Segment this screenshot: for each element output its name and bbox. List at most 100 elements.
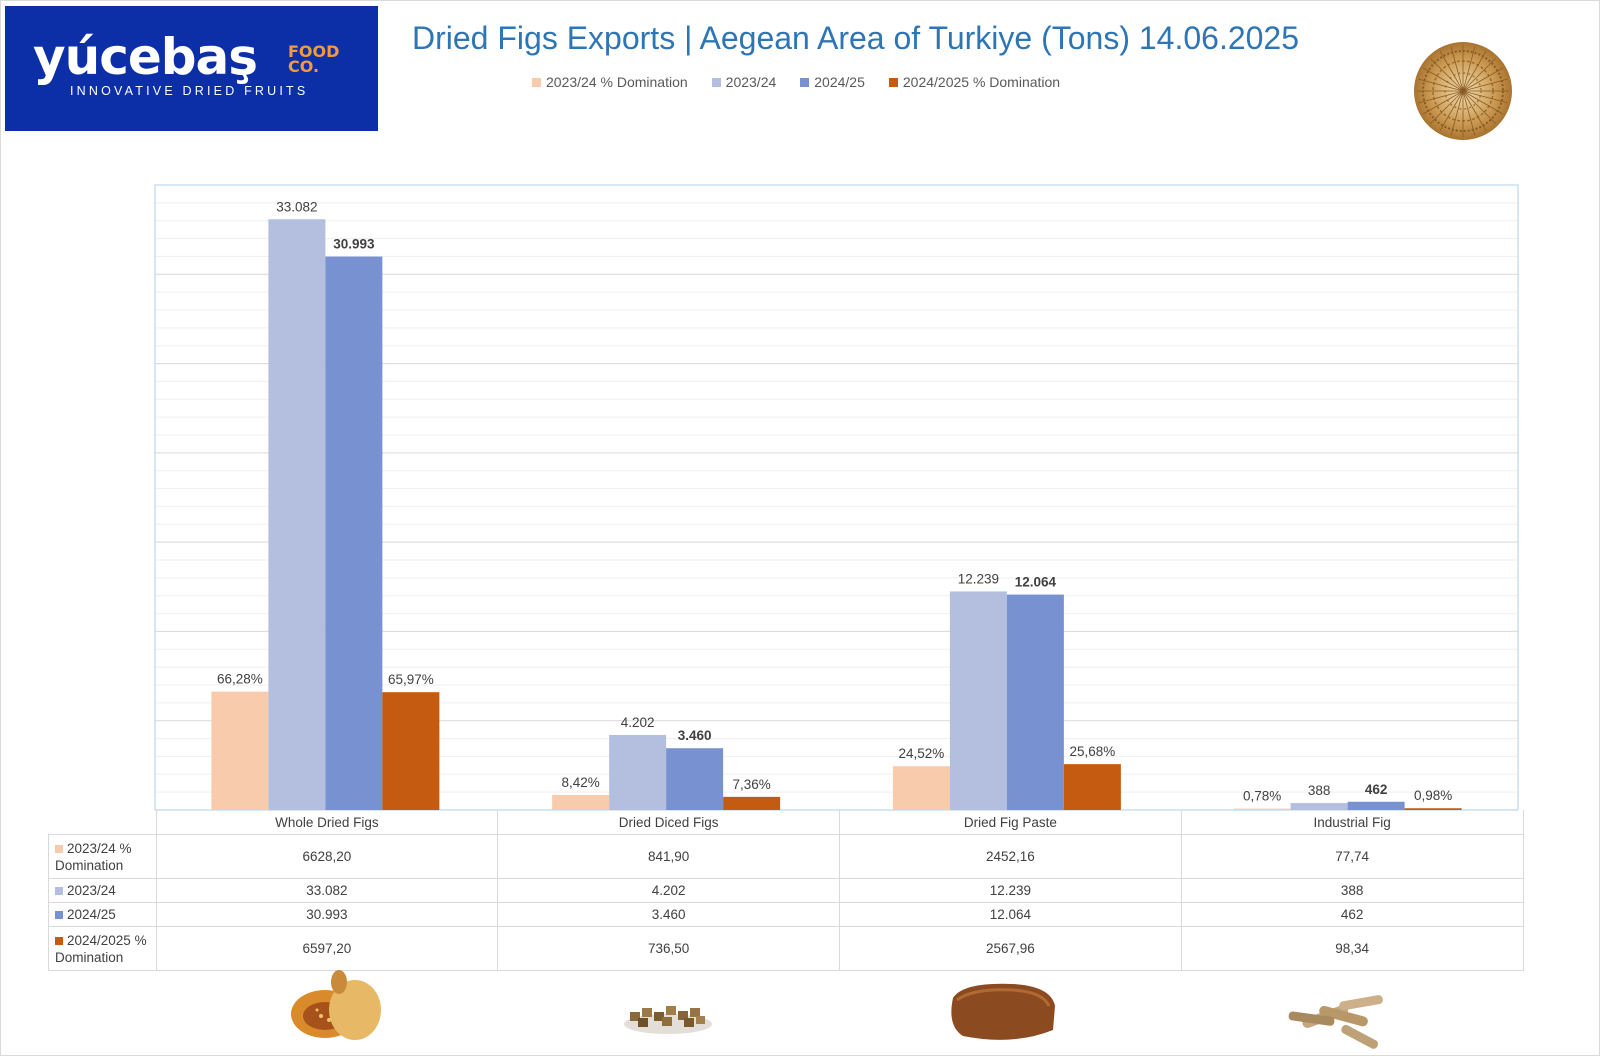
legend-swatch	[532, 77, 541, 87]
table-legend-swatch	[55, 887, 63, 895]
medal-ray	[1450, 46, 1464, 92]
bar	[609, 734, 667, 810]
table-row: 2023/24 33.082 4.202 12.239 388	[48, 878, 1524, 903]
table-cell: 4.202	[497, 878, 840, 903]
bar	[382, 692, 440, 810]
legend-swatch	[711, 77, 721, 87]
legend-swatch	[888, 77, 898, 87]
table-legend-swatch	[55, 936, 63, 945]
logo-tagline: INNOVATIVE DRIED FRUITS	[70, 84, 309, 98]
logo-food-text: FOOD	[288, 42, 340, 61]
category-label: Industrial Fig	[1180, 810, 1524, 835]
bar	[1290, 803, 1348, 810]
industrial-fig-icon	[1288, 995, 1383, 1049]
table-cell: 841,90	[497, 834, 840, 879]
table-cell: 12.064	[839, 902, 1182, 927]
legend-item: 2023/24 % Domination	[532, 74, 688, 90]
table-row: 2024/25 30.993 3.460 12.064 462	[48, 902, 1524, 927]
category-label: Whole Dried Figs	[155, 810, 499, 835]
bar-data-label: 24,52%	[898, 746, 944, 761]
category-label: Dried Fig Paste	[839, 810, 1182, 835]
table-legend-swatch	[55, 844, 63, 853]
table-legend-swatch	[55, 911, 63, 919]
bar	[1063, 764, 1121, 810]
bar	[1233, 808, 1291, 810]
bar	[211, 691, 269, 810]
bar	[1347, 801, 1405, 810]
chart-data-labels: 66,28% 33.082 30.993 65,97% 8,42% 4.202 3.460 7…	[217, 199, 1452, 803]
table-row-label: 2023/24 % Domination	[48, 834, 157, 879]
bar-data-label: 8,42%	[561, 775, 599, 790]
bar	[325, 256, 383, 810]
bar-data-label: 12.064	[1015, 575, 1057, 590]
table-row-label-text: 2024/25	[67, 907, 116, 922]
category-label: Dried Diced Figs	[497, 810, 840, 835]
medal-ray	[1462, 90, 1487, 132]
medal-ray	[1462, 67, 1504, 92]
bar-data-label: 7,36%	[732, 777, 770, 792]
medal-ray	[1462, 90, 1496, 124]
medal-ray	[1422, 67, 1464, 92]
medal-ray	[1439, 50, 1464, 92]
bar	[1006, 594, 1064, 810]
chart-title: Dried Figs Exports | Aegean Area of Turk…	[412, 20, 1300, 56]
bar	[723, 796, 781, 810]
table-cell: 98,34	[1180, 926, 1524, 971]
medal-ray	[1462, 90, 1508, 104]
table-cell: 77,74	[1180, 834, 1524, 879]
medal-ray	[1418, 90, 1464, 104]
logo-brand-text: yúcebaş	[33, 28, 258, 86]
medal-ray	[1462, 90, 1504, 115]
table-cell: 12.239	[839, 878, 1182, 903]
bar-data-label: 12.239	[958, 571, 999, 586]
table-cell: 2567,96	[839, 926, 1182, 971]
diced-fig-icon	[624, 1006, 712, 1034]
table-cell: 2452,16	[839, 834, 1182, 879]
medal-ray	[1462, 90, 1476, 136]
product-images	[291, 970, 1383, 1049]
table-cell: 388	[1180, 878, 1524, 903]
bar-data-label: 3.460	[678, 728, 712, 743]
table-cell: 6628,20	[155, 834, 499, 879]
bar-data-label: 4.202	[621, 715, 655, 730]
table-cell: 736,50	[497, 926, 840, 971]
medal-ray	[1418, 78, 1464, 92]
bar-data-label: 25,68%	[1069, 744, 1115, 759]
bar-chart: 66,28% 33.082 30.993 65,97% 8,42% 4.202 3.460 7…	[154, 184, 1519, 811]
medal-ray	[1462, 50, 1487, 92]
whole-dried-fig-icon	[291, 970, 381, 1040]
legend-item: 2024/25	[800, 74, 865, 90]
chart-bars	[211, 219, 1462, 810]
medal-ray	[1462, 78, 1508, 92]
table-cell: 30.993	[155, 902, 499, 927]
bar-data-label: 33.082	[276, 199, 317, 214]
legend-item: 2024/2025 % Domination	[888, 74, 1061, 90]
legend-label: 2024/2025 % Domination	[902, 74, 1061, 90]
table-row: 2024/2025 % Domination 6597,20 736,50 2567,…	[48, 926, 1524, 971]
chart-legend: 2023/24 % Domination 2023/24 2024/25 2024/2…	[532, 74, 1060, 90]
table-row-label: 2024/25	[48, 902, 157, 927]
medal-ray	[1439, 90, 1464, 132]
table-row-label: 2024/2025 % Domination	[48, 926, 157, 971]
logo-food-co: FOOD CO.	[288, 42, 340, 75]
bar-data-label: 0,78%	[1243, 789, 1281, 804]
legend-item: 2023/24	[711, 74, 776, 90]
medal-ray	[1462, 58, 1496, 92]
chart-data-table: Whole Dried Figs Dried Diced Figs Dried Fi…	[48, 810, 1524, 971]
table-row: 2023/24 % Domination 6628,20 841,90 2452,16…	[48, 834, 1524, 879]
fig-paste-block-icon	[951, 983, 1055, 1040]
bar	[1404, 808, 1462, 810]
table-row-label-text: 2023/24	[67, 883, 116, 898]
legend-swatch	[800, 77, 810, 87]
table-cell: 6597,20	[155, 926, 499, 971]
medal-ray	[1422, 90, 1464, 115]
medal-ray	[1450, 90, 1464, 136]
table-corner	[49, 810, 157, 835]
bar	[666, 748, 724, 810]
bar-data-label: 30.993	[333, 237, 375, 252]
bar-data-label: 462	[1365, 782, 1388, 797]
bar	[892, 766, 950, 810]
legend-label: 2023/24 % Domination	[546, 74, 688, 90]
bar-data-label: 65,97%	[388, 672, 434, 687]
legend-label: 2024/25	[814, 74, 865, 90]
